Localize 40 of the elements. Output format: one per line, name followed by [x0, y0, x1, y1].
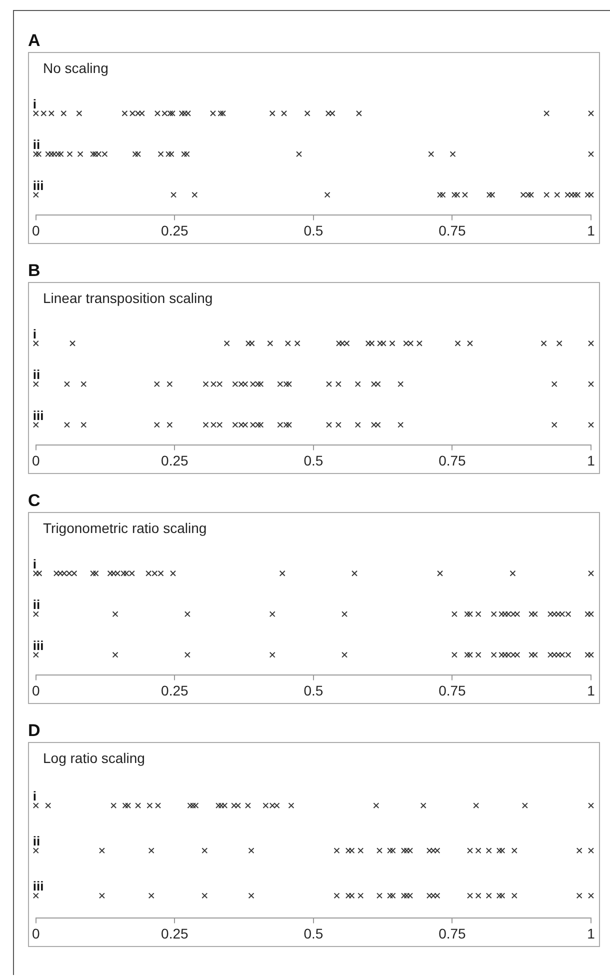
- category-label: i: [32, 326, 37, 342]
- x-tick-label: 0.75: [438, 452, 466, 468]
- x-tick-label: 1: [587, 682, 596, 698]
- x-tick-label: 0.25: [161, 452, 189, 468]
- chart-subtitle: Log ratio scaling: [43, 750, 145, 766]
- category-label: ii: [32, 367, 40, 382]
- x-tick-label: 1: [587, 222, 596, 238]
- category-label: ii: [32, 137, 40, 152]
- chart-title: D: [28, 720, 42, 742]
- category-label: i: [32, 96, 37, 112]
- chart-title: C: [28, 490, 42, 512]
- category-label: ii: [32, 834, 40, 849]
- x-tick-label: 0.5: [304, 222, 324, 238]
- x-tick-label: 0: [32, 452, 40, 468]
- x-tick-label: 0.25: [161, 925, 189, 942]
- category-label: i: [32, 788, 37, 804]
- category-label: iii: [32, 638, 44, 653]
- chart-subtitle: Linear transposition scaling: [43, 290, 213, 306]
- x-tick-label: 0: [32, 925, 40, 942]
- x-tick-label: 0.5: [304, 452, 324, 468]
- x-tick-label: 1: [587, 925, 596, 942]
- category-label: ii: [32, 597, 40, 612]
- x-tick-label: 0: [32, 222, 40, 238]
- chart-subtitle: No scaling: [43, 60, 108, 76]
- category-label: iii: [32, 878, 44, 894]
- category-label: iii: [32, 408, 44, 423]
- x-tick-label: 0.75: [438, 925, 466, 942]
- x-tick-label: 0.25: [161, 222, 189, 238]
- x-tick-label: 0: [32, 682, 40, 698]
- chart-title: B: [28, 260, 42, 282]
- chart-subtitle: Trigonometric ratio scaling: [43, 520, 207, 536]
- category-label: iii: [32, 178, 44, 193]
- x-tick-label: 0.25: [161, 682, 189, 698]
- chart-title: A: [28, 30, 42, 52]
- x-tick-label: 0.75: [438, 682, 466, 698]
- x-tick-label: 0.5: [304, 682, 324, 698]
- category-label: i: [32, 556, 37, 572]
- x-tick-label: 0.5: [304, 925, 324, 942]
- x-tick-label: 1: [587, 452, 596, 468]
- x-tick-label: 0.75: [438, 222, 466, 238]
